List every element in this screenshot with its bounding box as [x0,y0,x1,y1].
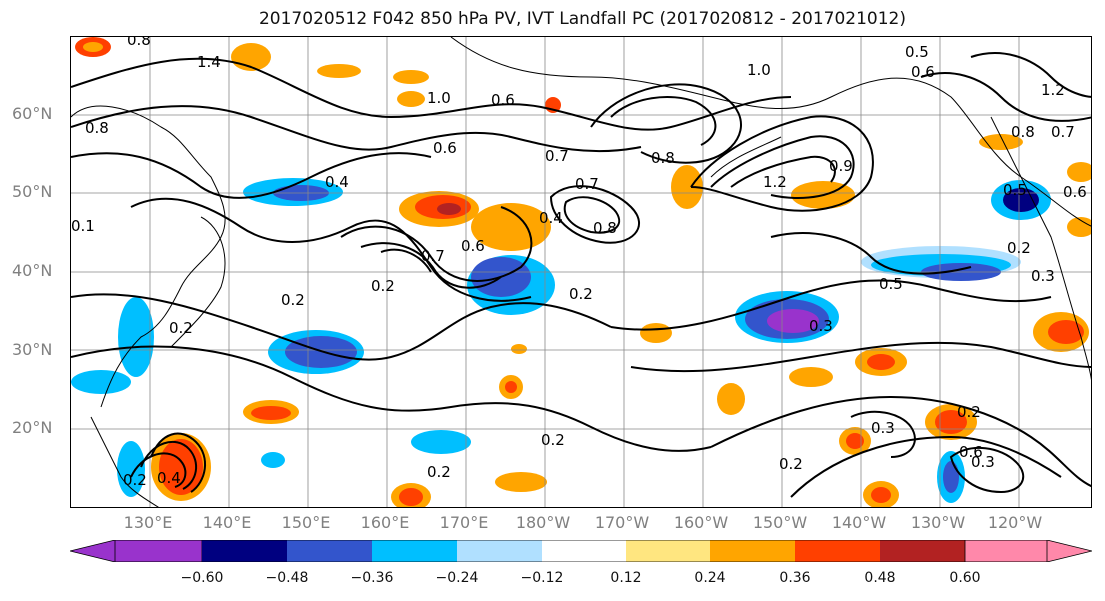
lon-label: 170°W [594,513,650,532]
contour-label: 0.9 [829,157,853,175]
contour-label: 1.0 [427,89,451,107]
lat-label: 50°N [12,182,53,201]
lon-label: 170°E [439,513,489,532]
coastlines [71,37,1091,507]
colorbar-segment [710,540,795,562]
contour-label: 0.5 [879,275,903,293]
contour-label: 0.6 [959,443,983,461]
contour-label: 0.6 [433,139,457,157]
contour-label: 0.4 [325,173,349,191]
contour-label: 0.7 [421,247,445,265]
contour-label: 0.4 [539,209,563,227]
contour-label: 0.6 [911,63,935,81]
colorbar-tick: −0.36 [350,570,394,586]
lon-label: 120°W [987,513,1043,532]
contour-label: 0.6 [461,237,485,255]
colorbar-segment [287,540,372,562]
colorbar-segment [542,540,626,562]
contour-label: 0.4 [157,469,181,487]
colorbar-tick: −0.24 [435,570,479,586]
lat-label: 20°N [12,418,53,437]
contour-label: 0.2 [1007,239,1031,257]
lon-label: 130°E [123,513,173,532]
contour-label: 0.2 [569,285,593,303]
contour-label: 0.2 [541,431,565,449]
contour-label: 0.3 [871,419,895,437]
contour-label: 0.2 [169,319,193,337]
contour-label: 0.7 [545,147,569,165]
lon-label: 180°W [515,513,571,532]
colorbar-tick: 0.12 [610,570,642,586]
contour-label: 0.7 [1051,123,1075,141]
colorbar-tick: 0.48 [864,570,896,586]
colorbar-segment [626,540,710,562]
contour-label: 0.2 [123,471,147,489]
contour-label: 0.2 [957,403,981,421]
contour-label: 0.5 [1003,181,1027,199]
map-svg: 0.8 1.4 1.0 0.6 0.8 0.6 0.7 0.4 0.7 0.8 … [71,37,1091,507]
colorbar-tick: 0.36 [779,570,811,586]
contour-label: 0.2 [281,291,305,309]
map-title: 2017020512 F042 850 hPa PV, IVT Landfall… [258,9,906,29]
lat-label: 40°N [12,261,53,280]
colorbar-segment [202,540,287,562]
contour-label: 1.2 [763,173,787,191]
contour-label: 0.3 [809,317,833,335]
contour-label: 0.8 [85,119,109,137]
lon-label: 130°W [910,513,966,532]
colorbar [70,540,1092,562]
lon-label: 160°W [673,513,729,532]
lon-label: 140°E [202,513,252,532]
colorbar-segment [964,540,1092,562]
contour-label: 0.8 [593,219,617,237]
lon-label: 150°E [281,513,331,532]
contour-label: 0.2 [779,455,803,473]
colorbar-tick: −0.60 [180,570,224,586]
colorbar-tick: −0.48 [265,570,309,586]
contour-label: 0.3 [1031,267,1055,285]
contour-label: 0.8 [127,37,151,49]
contour-label: 0.2 [371,277,395,295]
contour-label: 0.7 [575,175,599,193]
contour-label: 1.2 [1041,81,1065,99]
contour-label: 0.8 [651,149,675,167]
map-panel: 0.8 1.4 1.0 0.6 0.8 0.6 0.7 0.4 0.7 0.8 … [70,36,1092,508]
contour-label: 0.8 [1011,123,1035,141]
lon-label: 160°E [360,513,410,532]
contour-label: 0.3 [971,453,995,471]
contour-label: 0.1 [71,217,95,235]
colorbar-tick: −0.12 [520,570,564,586]
contour-label: 1.4 [197,53,221,71]
colorbar-segment [457,540,542,562]
colorbar-segment [372,540,457,562]
lat-label: 60°N [12,104,53,123]
contour-label: 0.6 [1063,183,1087,201]
colorbar-segment [795,540,880,562]
contour-label: 0.2 [427,463,451,481]
contour-label-group: 0.8 1.4 1.0 0.6 0.8 0.6 0.7 0.4 0.7 0.8 … [71,37,1087,489]
contour-label: 0.6 [491,91,515,109]
lat-label: 30°N [12,340,53,359]
lon-label: 140°W [831,513,887,532]
colorbar-outline [114,540,1048,562]
lon-label: 150°W [752,513,808,532]
contour-label: 1.0 [747,61,771,79]
contour-lines [71,52,1091,498]
colorbar-segment [880,540,965,562]
contour-label: 0.5 [905,43,929,61]
colorbar-tick: 0.24 [694,570,726,586]
colorbar-segment [70,540,203,562]
colorbar-tick: 0.60 [949,570,981,586]
